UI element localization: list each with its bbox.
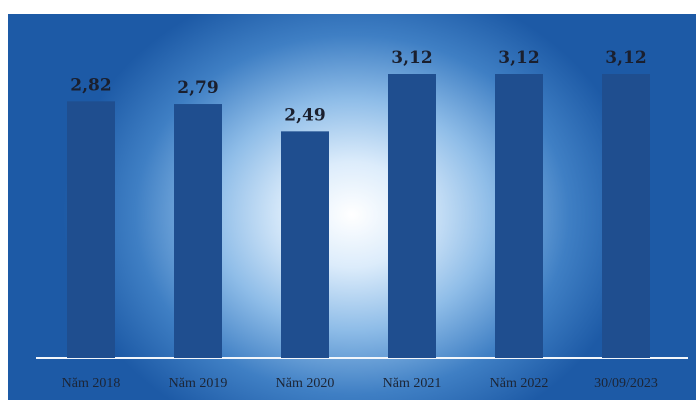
bar-value-label: 2,82	[70, 75, 111, 95]
bar-value-label: 2,49	[284, 105, 325, 125]
x-tick-label: Năm 2018	[62, 376, 121, 391]
x-tick-label: Năm 2022	[490, 376, 549, 391]
bar	[495, 74, 543, 358]
bar	[388, 74, 436, 358]
x-tick-label: Năm 2021	[383, 376, 442, 391]
bar-value-label: 3,12	[498, 48, 539, 68]
bar	[67, 101, 115, 359]
x-tick-label: 30/09/2023	[594, 376, 658, 391]
bar	[602, 74, 650, 358]
x-tick-label: Năm 2019	[169, 376, 228, 391]
bar	[281, 131, 329, 358]
bar-chart: 2,82 Năm 2018 2,79 Năm 2019 2,49 Năm 2020 3,12…	[36, 48, 688, 391]
chart-area: 2,82 Năm 2018 2,79 Năm 2019 2,49 Năm 2020 3,12…	[8, 14, 696, 400]
bar-value-label: 3,12	[391, 48, 432, 68]
bar	[174, 104, 222, 359]
bar-value-label: 2,79	[177, 78, 218, 98]
x-tick-label: Năm 2020	[276, 376, 335, 391]
bar-value-label: 3,12	[605, 48, 646, 68]
